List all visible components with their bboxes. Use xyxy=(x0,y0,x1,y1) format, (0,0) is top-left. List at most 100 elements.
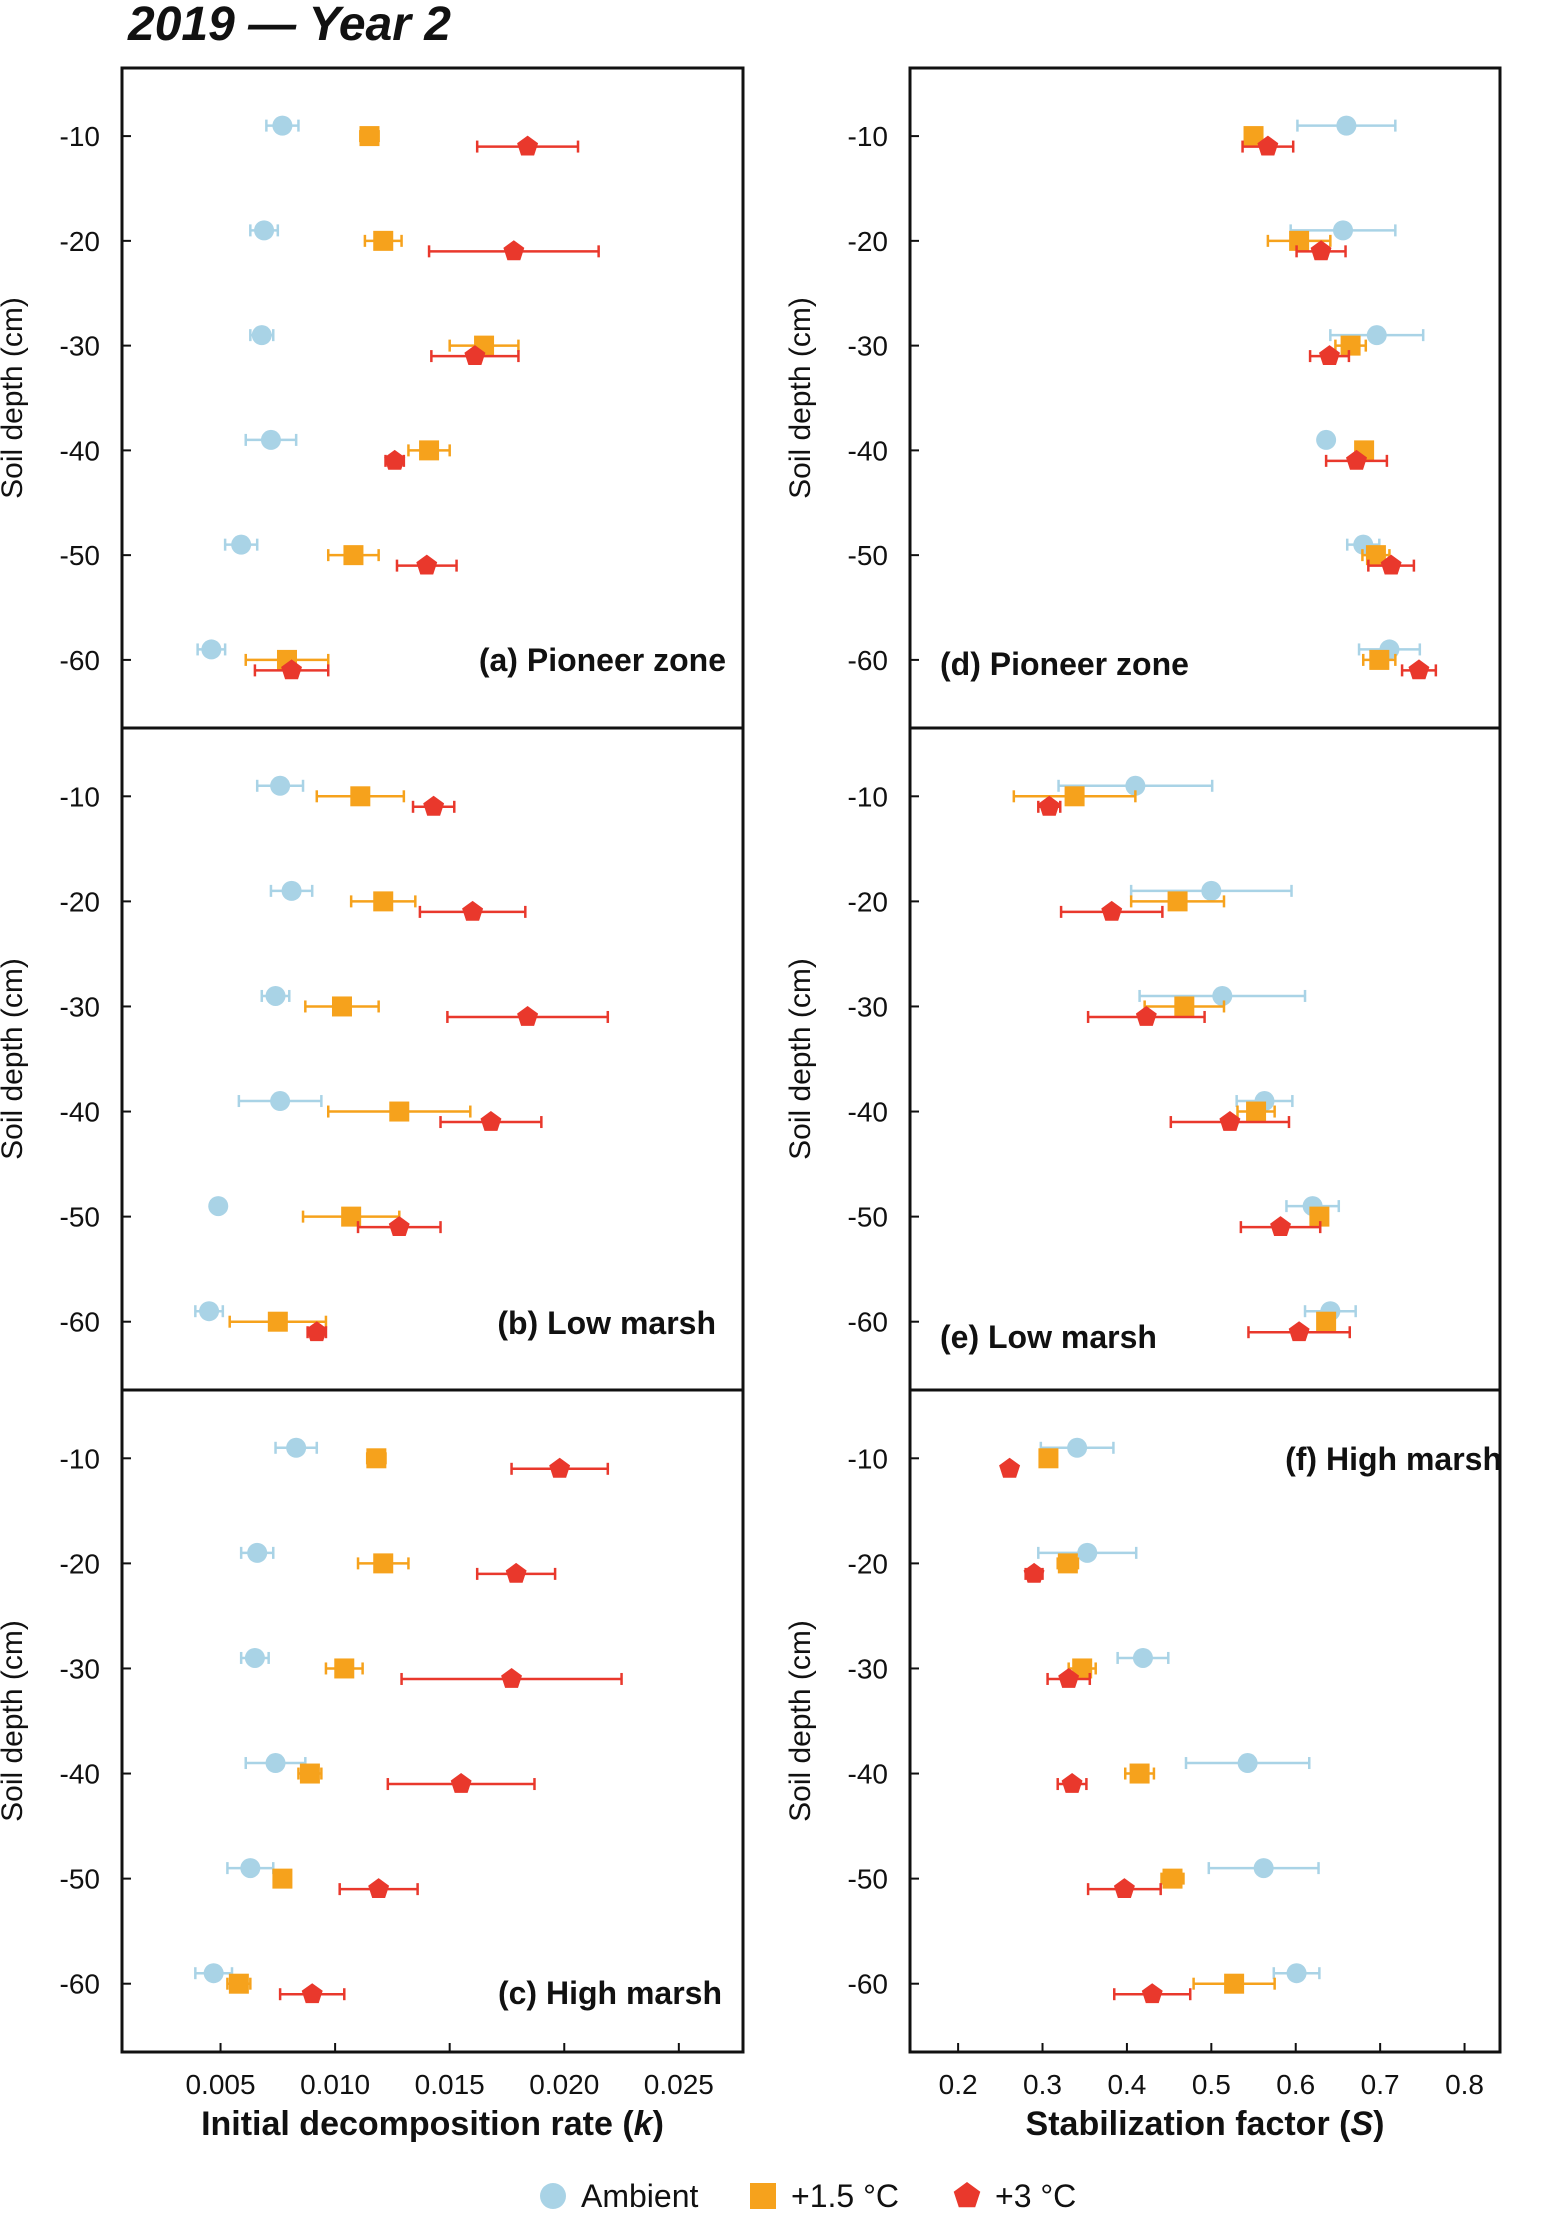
panel-3: -10 -20 -30 -40 -50 -60 Soil depth (cm) 0.005 0.… xyxy=(0,1388,745,2143)
y-tick-label: -50 xyxy=(60,1864,100,1895)
data-point xyxy=(517,1006,539,1026)
x-tick-label: 0.010 xyxy=(300,2069,370,2100)
y-tick-label: -10 xyxy=(60,781,100,812)
data-point xyxy=(388,1216,410,1236)
y-tick-label: -30 xyxy=(60,331,100,362)
x-tick-label: 0.025 xyxy=(644,2069,714,2100)
y-tick-label: -60 xyxy=(848,1969,888,2000)
y-tick-label: -40 xyxy=(60,1759,100,1790)
data-point xyxy=(464,345,486,365)
panel-frame xyxy=(120,66,745,730)
panel-frame xyxy=(908,726,1502,1392)
panel-label: (f) High marsh xyxy=(1285,1441,1502,1477)
data-point xyxy=(272,115,293,136)
y-tick-label: -10 xyxy=(848,121,888,152)
panel-frame xyxy=(120,1388,745,2054)
data-point xyxy=(373,230,394,251)
x-tick-label: 0.7 xyxy=(1361,2069,1400,2100)
data-point xyxy=(1167,891,1188,912)
data-point xyxy=(373,891,394,912)
data-point xyxy=(341,1206,362,1227)
data-point xyxy=(1125,775,1146,796)
x-tick-label: 0.4 xyxy=(1107,2069,1146,2100)
data-point xyxy=(301,1983,323,2004)
y-tick-label: -40 xyxy=(848,1097,888,1128)
data-point xyxy=(1289,230,1310,251)
data-point xyxy=(1270,1216,1291,1236)
series-warm3 xyxy=(278,1457,623,2004)
panel-frame xyxy=(120,726,745,1392)
data-point xyxy=(1288,1321,1310,1342)
data-point xyxy=(334,1658,355,1679)
data-point xyxy=(1038,1448,1059,1469)
data-point xyxy=(1072,1658,1093,1679)
data-point xyxy=(366,1448,387,1469)
data-point xyxy=(331,996,352,1017)
data-point xyxy=(462,900,484,921)
data-point xyxy=(265,985,286,1006)
y-tick-label: -20 xyxy=(60,1548,100,1579)
data-point xyxy=(199,1301,220,1322)
x-tick-label: 0.020 xyxy=(529,2069,599,2100)
panel-4: -10 -20 -30 -40 -50 -60 Soil depth (cm) (d) Pio… xyxy=(784,66,1502,730)
y-tick-label: -30 xyxy=(60,1653,100,1684)
series-warm3 xyxy=(999,1457,1192,2004)
y-tick-label: -60 xyxy=(60,1307,100,1338)
data-point xyxy=(251,325,272,346)
series-warm15 xyxy=(244,126,520,670)
data-point xyxy=(1101,900,1123,921)
data-point xyxy=(999,1457,1021,1478)
data-point xyxy=(517,135,539,156)
x-tick-label: 0.6 xyxy=(1276,2069,1315,2100)
figure-title: 2019 — Year 2 xyxy=(128,0,451,51)
data-point xyxy=(1057,1553,1078,1574)
data-point xyxy=(231,534,252,555)
y-tick-label: -40 xyxy=(60,435,100,466)
panel-frame xyxy=(908,1388,1502,2054)
data-point xyxy=(201,639,222,660)
series-warm3 xyxy=(1241,135,1438,680)
data-point xyxy=(306,1321,328,1342)
data-point xyxy=(503,240,525,261)
x-axis-label: Initial decomposition rate (k) xyxy=(201,2105,664,2143)
series-warm15 xyxy=(1012,786,1337,1332)
data-point xyxy=(549,1457,571,1478)
data-point xyxy=(1365,545,1386,566)
data-point xyxy=(1366,325,1387,346)
x-tick-label: 0.5 xyxy=(1192,2069,1231,2100)
data-point xyxy=(270,775,291,796)
data-point xyxy=(1319,345,1340,365)
panel-5: -10 -20 -30 -40 -50 -60 Soil depth (cm) (e) Low… xyxy=(784,726,1502,1392)
y-tick-label: -30 xyxy=(848,331,888,362)
data-point xyxy=(450,1773,472,1793)
series-ambient xyxy=(194,775,323,1322)
legend-square-icon xyxy=(750,2183,776,2209)
panel-label: (a) Pioneer zone xyxy=(479,642,726,678)
data-point xyxy=(389,1101,410,1122)
data-point xyxy=(1380,554,1402,575)
data-point xyxy=(1316,1311,1337,1332)
data-point xyxy=(1286,1963,1307,1984)
data-point xyxy=(359,126,380,147)
data-point xyxy=(343,545,364,566)
series-ambient xyxy=(194,1437,319,1984)
data-point xyxy=(1336,115,1357,136)
data-point xyxy=(1064,786,1085,807)
y-axis-label: Soil depth (cm) xyxy=(784,297,817,499)
y-axis-label: Soil depth (cm) xyxy=(0,297,29,499)
data-point xyxy=(1038,795,1060,816)
data-point xyxy=(1067,1437,1088,1458)
y-tick-label: -50 xyxy=(848,1864,888,1895)
y-tick-label: -50 xyxy=(848,1202,888,1233)
x-tick-label: 0.3 xyxy=(1023,2069,1062,2100)
y-tick-label: -50 xyxy=(60,1202,100,1233)
series-ambient xyxy=(1289,115,1425,660)
data-point xyxy=(1224,1973,1245,1994)
data-point xyxy=(384,449,406,470)
y-tick-label: -30 xyxy=(60,991,100,1022)
x-tick-label: 0.015 xyxy=(415,2069,485,2100)
series-warm15 xyxy=(1038,1448,1276,1994)
y-tick-label: -10 xyxy=(848,1443,888,1474)
legend-item-warm3: +3 °C xyxy=(953,2178,1076,2214)
